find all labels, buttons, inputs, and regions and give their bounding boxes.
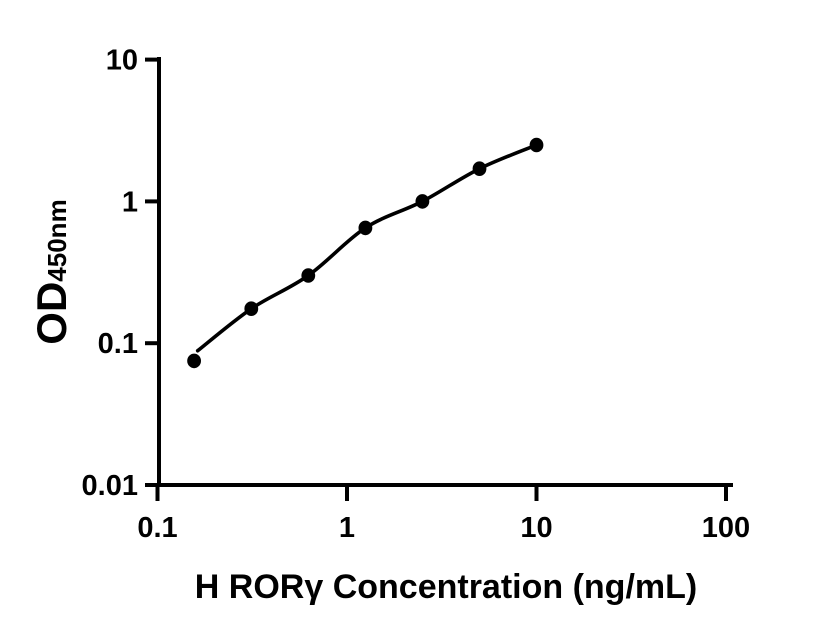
x-tick-label: 0.1: [137, 512, 177, 544]
y-tick-label: 0.01: [82, 470, 138, 502]
y-tick-label: 10: [106, 45, 138, 77]
y-axis-title-subscript: 450nm: [42, 199, 72, 282]
data-point: [244, 301, 259, 317]
data-point: [415, 194, 430, 209]
x-axis-title: H RORγ Concentration (ng/mL): [194, 568, 698, 606]
x-tick-label: 10: [520, 512, 552, 544]
data-point: [187, 353, 202, 369]
data-point: [358, 220, 373, 236]
data-point: [529, 137, 544, 153]
y-axis-title: OD450nm: [28, 199, 75, 345]
y-tick-label: 1: [122, 186, 138, 218]
data-point: [301, 268, 316, 283]
x-tick-label: 100: [702, 512, 750, 544]
y-axis-title-main: OD: [28, 281, 75, 345]
data-point: [472, 161, 487, 176]
x-tick-label: 1: [339, 512, 355, 544]
y-tick-label: 0.1: [98, 328, 138, 360]
fit-curve: [195, 143, 539, 353]
